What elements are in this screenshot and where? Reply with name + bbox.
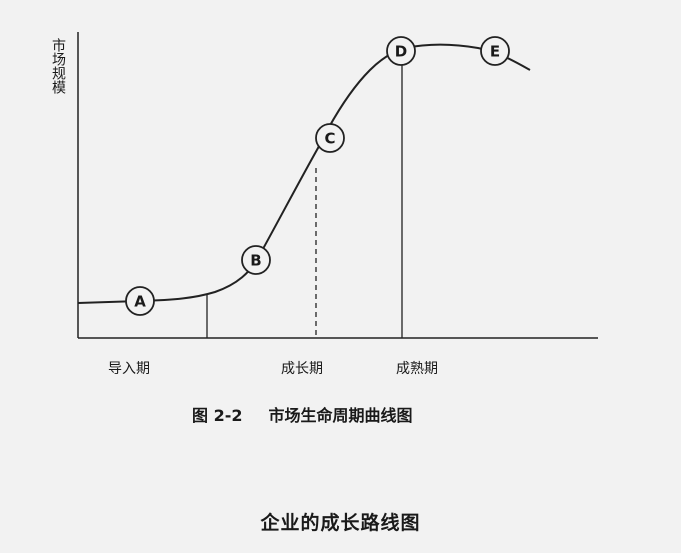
figure-caption-text: 市场生命周期曲线图: [268, 406, 413, 425]
marker-e: E: [480, 36, 510, 66]
marker-a: A: [125, 286, 155, 316]
stage-label-intro: 导入期: [108, 361, 150, 377]
marker-d-label: D: [395, 43, 407, 61]
marker-d: D: [386, 36, 416, 66]
marker-e-label: E: [490, 43, 500, 61]
marker-b-label: B: [250, 252, 261, 270]
y-axis-label: 市场规模: [50, 38, 66, 94]
marker-c: C: [315, 123, 345, 153]
marker-c-label: C: [324, 130, 335, 148]
marker-a-label: A: [134, 293, 146, 311]
figure-number: 图 2-2: [192, 406, 243, 425]
figure-caption: 图 2-2 市场生命周期曲线图: [192, 402, 413, 426]
marker-b: B: [241, 245, 271, 275]
stage-label-growth: 成长期: [281, 361, 323, 377]
stage-label-maturity: 成熟期: [396, 361, 438, 377]
page-title: 企业的成长路线图: [260, 512, 421, 534]
life-cycle-curve: [77, 43, 531, 304]
